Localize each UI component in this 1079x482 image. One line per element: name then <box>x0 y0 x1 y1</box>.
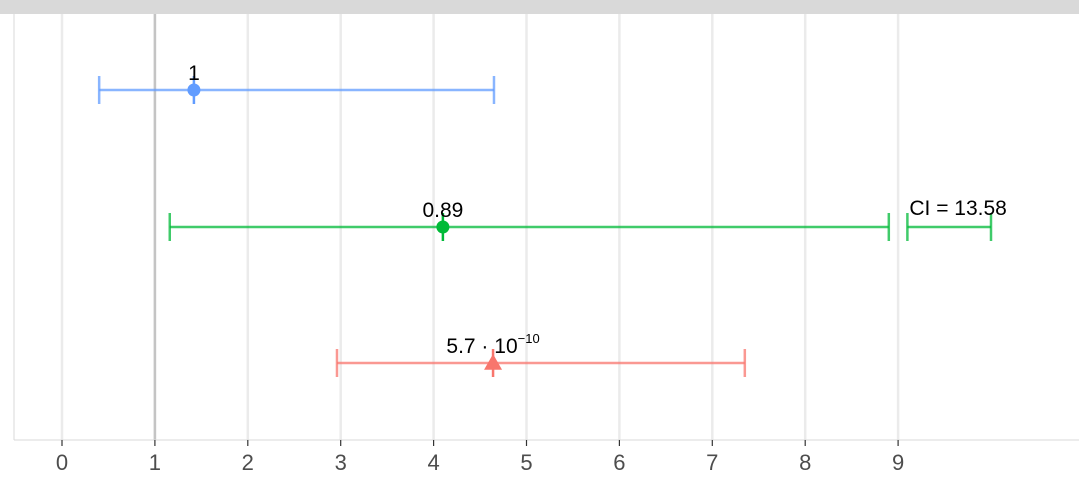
truncated-ci-label-2: CI = 13.58 <box>909 197 1006 220</box>
x-tick-label-6: 6 <box>613 450 625 475</box>
estimate-label-base-1: 1 <box>188 62 200 85</box>
top-strip <box>0 0 1079 14</box>
row-2: CI = 13.58 0.89 <box>168 197 1007 241</box>
x-axis: 0 1 2 3 4 5 6 7 8 9 <box>13 14 1079 475</box>
estimate-point-1 <box>187 83 201 97</box>
estimate-label-3: 5.7 · 10−10 <box>446 331 539 358</box>
x-tick-label-8: 8 <box>799 450 811 475</box>
row-3: 5.7 · 10−10 <box>335 331 747 377</box>
estimate-label-base-3: 5.7 · 10 <box>446 335 517 358</box>
x-tick-label-7: 7 <box>706 450 718 475</box>
estimate-label-2: 0.89 <box>422 199 463 222</box>
estimate-label-base-2: 0.89 <box>422 199 463 222</box>
estimate-point-2 <box>436 220 450 234</box>
row-1: 1 <box>97 62 496 104</box>
estimate-rows: 1 CI = 13.58 0.89 5.7 · 10−10 <box>97 62 1007 377</box>
estimate-label-exponent-3: −10 <box>518 331 540 346</box>
x-tick-label-3: 3 <box>335 450 347 475</box>
x-tick-label-5: 5 <box>520 450 532 475</box>
estimate-label-1: 1 <box>188 62 200 85</box>
estimate-point-3 <box>484 354 503 370</box>
x-tick-label-1: 1 <box>149 450 161 475</box>
x-tick-label-2: 2 <box>242 450 254 475</box>
x-tick-label-4: 4 <box>427 450 439 475</box>
x-tick-label-9: 9 <box>892 450 904 475</box>
x-tick-label-0: 0 <box>56 450 68 475</box>
